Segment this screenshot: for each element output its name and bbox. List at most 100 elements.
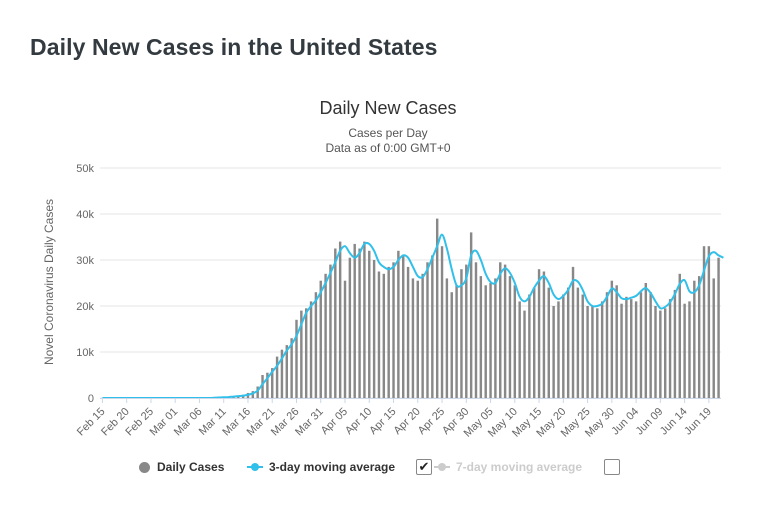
daily-cases-bar[interactable] <box>426 262 429 398</box>
daily-cases-bar[interactable] <box>304 308 308 398</box>
daily-cases-bar[interactable] <box>634 301 638 398</box>
daily-cases-bar[interactable] <box>528 294 531 399</box>
daily-cases-bar[interactable] <box>377 271 381 399</box>
daily-cases-bar[interactable] <box>392 262 395 398</box>
daily-cases-bar[interactable] <box>654 306 657 398</box>
daily-cases-bar[interactable] <box>533 287 536 398</box>
daily-cases-bar[interactable] <box>387 266 390 398</box>
daily-cases-bar[interactable] <box>266 372 269 398</box>
daily-cases-bar[interactable] <box>479 276 483 398</box>
legend-3day-average[interactable]: 3-day moving average <box>247 457 395 477</box>
daily-cases-bar[interactable] <box>649 292 652 398</box>
daily-cases-bar[interactable] <box>600 301 604 398</box>
daily-cases-bar[interactable] <box>343 280 347 398</box>
daily-cases-bar[interactable] <box>499 262 502 398</box>
daily-cases-bar[interactable] <box>261 375 264 398</box>
daily-cases-bar[interactable] <box>324 273 327 398</box>
daily-cases-bar[interactable] <box>644 283 648 398</box>
daily-cases-bar[interactable] <box>494 278 497 398</box>
daily-cases-bar[interactable] <box>484 285 487 398</box>
daily-cases-bar[interactable] <box>615 285 618 398</box>
daily-cases-bar[interactable] <box>639 292 643 398</box>
daily-cases-bar[interactable] <box>557 301 560 398</box>
daily-cases-bar[interactable] <box>314 292 318 398</box>
daily-cases-bar[interactable] <box>363 241 366 398</box>
daily-cases-bar[interactable] <box>300 310 303 398</box>
daily-cases-bar[interactable] <box>319 280 322 398</box>
daily-cases-bar[interactable] <box>717 257 720 398</box>
daily-cases-bar[interactable] <box>712 278 715 398</box>
daily-cases-bar[interactable] <box>368 250 371 398</box>
daily-cases-bar[interactable] <box>460 269 463 398</box>
daily-cases-bar[interactable] <box>697 276 701 398</box>
daily-cases-bar[interactable] <box>508 276 512 398</box>
daily-cases-bar[interactable] <box>474 262 478 398</box>
daily-cases-bar[interactable] <box>382 273 386 398</box>
daily-cases-bar[interactable] <box>372 260 376 398</box>
daily-cases-bar[interactable] <box>271 368 274 398</box>
daily-cases-bar[interactable] <box>295 319 298 398</box>
daily-cases-bar[interactable] <box>256 386 259 399</box>
legend-daily-cases[interactable]: Daily Cases <box>139 457 224 477</box>
daily-cases-bar[interactable] <box>523 310 526 398</box>
daily-cases-bar[interactable] <box>445 278 449 398</box>
daily-cases-bar[interactable] <box>358 248 361 399</box>
daily-cases-bar[interactable] <box>537 269 541 398</box>
daily-cases-bar[interactable] <box>659 310 662 398</box>
daily-cases-bar[interactable] <box>668 299 672 398</box>
daily-cases-bar[interactable] <box>596 308 599 398</box>
toggle-7day-checkbox[interactable] <box>604 459 620 475</box>
daily-cases-bar[interactable] <box>402 255 405 398</box>
daily-cases-bar[interactable] <box>518 301 521 398</box>
daily-cases-bar[interactable] <box>450 292 453 398</box>
daily-cases-bar[interactable] <box>329 264 332 398</box>
daily-cases-bar[interactable] <box>513 285 517 398</box>
daily-cases-bar[interactable] <box>348 257 352 398</box>
toggle-3day-checkbox[interactable]: ✔ <box>416 459 432 475</box>
daily-cases-bar[interactable] <box>338 241 342 398</box>
daily-cases-bar[interactable] <box>678 273 681 398</box>
daily-cases-bar[interactable] <box>431 255 434 398</box>
daily-cases-bar[interactable] <box>440 246 444 398</box>
daily-cases-bar[interactable] <box>353 243 356 398</box>
daily-cases-bar[interactable] <box>503 264 507 398</box>
daily-cases-bar[interactable] <box>309 301 313 398</box>
daily-cases-bar[interactable] <box>707 246 711 398</box>
daily-cases-bar[interactable] <box>275 356 279 398</box>
daily-cases-bar[interactable] <box>576 287 580 398</box>
daily-cases-bar[interactable] <box>542 271 546 399</box>
daily-cases-bar[interactable] <box>552 306 555 398</box>
daily-cases-bar[interactable] <box>435 218 439 398</box>
daily-cases-bar[interactable] <box>688 301 691 398</box>
daily-cases-bar[interactable] <box>562 294 565 399</box>
daily-cases-bar[interactable] <box>421 273 424 398</box>
legend-7day-average[interactable]: 7-day moving average <box>434 457 582 477</box>
daily-cases-bar[interactable] <box>605 292 609 398</box>
daily-cases-bar[interactable] <box>610 280 614 398</box>
daily-cases-bar[interactable] <box>683 303 686 398</box>
daily-cases-bar[interactable] <box>334 248 337 399</box>
daily-cases-bar[interactable] <box>625 296 628 398</box>
daily-cases-bar[interactable] <box>547 287 550 398</box>
daily-cases-bar[interactable] <box>571 266 575 398</box>
daily-cases-bar[interactable] <box>469 232 473 398</box>
daily-cases-bar[interactable] <box>702 246 706 398</box>
daily-cases-bar[interactable] <box>455 285 458 398</box>
daily-cases-bar[interactable] <box>416 280 419 398</box>
daily-cases-bar[interactable] <box>566 287 570 398</box>
daily-cases-bar[interactable] <box>290 338 293 398</box>
daily-cases-bar[interactable] <box>251 391 255 398</box>
daily-cases-bar[interactable] <box>489 283 492 398</box>
daily-cases-bar[interactable] <box>285 345 288 398</box>
daily-cases-bar[interactable] <box>630 299 633 398</box>
daily-cases-bar[interactable] <box>397 250 400 398</box>
daily-cases-bar[interactable] <box>581 294 584 399</box>
daily-cases-bar[interactable] <box>586 306 589 398</box>
daily-cases-bar[interactable] <box>620 303 623 398</box>
daily-cases-bar[interactable] <box>411 278 415 398</box>
daily-cases-bar[interactable] <box>693 280 696 398</box>
daily-cases-bar[interactable] <box>663 308 667 398</box>
daily-cases-bar[interactable] <box>673 289 677 398</box>
daily-cases-bar[interactable] <box>280 349 284 398</box>
daily-cases-bar[interactable] <box>406 266 410 398</box>
